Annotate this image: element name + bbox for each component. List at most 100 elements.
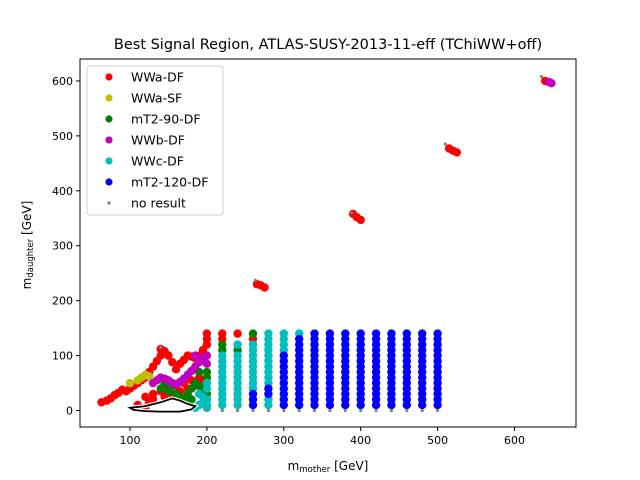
data-point	[202, 378, 212, 388]
data-point	[202, 359, 212, 368]
y-axis-label-unit: [GeV]	[20, 201, 34, 239]
legend-marker	[107, 201, 111, 205]
x-tick-label: 200	[196, 434, 217, 447]
legend: WWa-DF WWa-SF mT2-90-DF WWb-DF WWc-DF mT2-120…	[86, 65, 224, 216]
y-axis-label: mdaughter [GeV]	[20, 201, 36, 290]
y-tick-label: 200	[52, 295, 73, 308]
legend-label: mT2-120-DF	[131, 175, 208, 190]
data-point	[248, 389, 258, 399]
data-point	[295, 334, 304, 344]
data-point	[402, 329, 411, 338]
data-point	[202, 403, 212, 412]
data-point	[312, 408, 317, 413]
legend-label: WWb-DF	[131, 133, 185, 148]
data-point	[325, 329, 335, 338]
data-point	[236, 408, 240, 413]
y-axis-label-main: m	[20, 278, 34, 290]
data-point	[452, 148, 461, 157]
y-tick-label: 400	[52, 185, 73, 198]
legend-label: mT2-90-DF	[131, 112, 201, 127]
data-point	[168, 358, 177, 367]
data-point	[145, 372, 154, 381]
data-point	[233, 329, 242, 338]
y-axis-label-sub: daughter	[26, 238, 36, 277]
data-marks	[97, 75, 556, 414]
data-point	[202, 367, 212, 377]
x-axis-label: mmother [GeV]	[288, 459, 369, 475]
x-axis-label-sub: mother	[299, 465, 330, 475]
data-point	[202, 329, 212, 338]
x-tick-label: 100	[119, 434, 140, 447]
exclusion-contour	[127, 397, 198, 413]
data-point	[328, 408, 332, 413]
data-point	[282, 408, 286, 413]
legend-label: WWa-SF	[131, 91, 182, 106]
data-point	[264, 384, 273, 393]
legend-marker	[105, 136, 113, 144]
data-point	[198, 392, 208, 401]
data-point	[125, 378, 135, 388]
data-point	[205, 408, 209, 413]
legend-label: no result	[131, 196, 186, 211]
data-point	[297, 408, 301, 413]
data-point	[420, 408, 424, 413]
data-point	[433, 329, 442, 338]
data-point	[356, 215, 365, 225]
data-point	[279, 329, 288, 338]
x-tick-label: 600	[504, 434, 525, 447]
data-point	[279, 351, 288, 360]
legend-marker	[105, 157, 113, 165]
x-tick-label: 500	[427, 434, 448, 447]
data-point	[418, 329, 427, 338]
data-point	[371, 329, 381, 338]
data-point	[343, 408, 347, 413]
data-point	[148, 395, 158, 404]
y-tick-label: 100	[52, 350, 73, 363]
legend-label: WWc-DF	[131, 154, 184, 169]
data-point	[359, 408, 363, 413]
data-point	[164, 351, 173, 360]
data-point	[159, 345, 163, 349]
x-tick-label: 300	[273, 434, 294, 447]
data-point	[266, 408, 270, 413]
data-point	[341, 329, 350, 338]
series-wwb-df	[148, 77, 556, 389]
y-tick-label: 0	[66, 405, 73, 418]
data-point	[191, 351, 200, 360]
data-point	[260, 283, 269, 292]
data-point	[156, 344, 165, 354]
data-point	[356, 329, 365, 338]
data-point	[436, 408, 440, 413]
data-point	[220, 408, 224, 413]
legend-marker	[105, 178, 113, 186]
data-point	[187, 395, 196, 404]
data-point	[443, 142, 447, 146]
series-no-result	[159, 75, 544, 413]
x-tick-label: 400	[350, 434, 371, 447]
data-point	[387, 329, 396, 338]
data-point	[389, 408, 393, 413]
legend-label: WWa-DF	[131, 70, 184, 85]
data-point	[547, 79, 556, 88]
data-point	[218, 351, 227, 360]
data-point	[233, 351, 242, 360]
x-axis-label-main: m	[288, 459, 300, 473]
data-point	[310, 329, 319, 338]
axes: 100 200 300 400 500 600 0 100 200 300 400 500 600	[52, 58, 577, 447]
chart-title: Best Signal Region, ATLAS-SUSY-2013-11-e…	[114, 37, 542, 53]
data-point	[539, 75, 544, 79]
legend-marker	[105, 115, 113, 123]
x-axis-label-unit: [GeV]	[330, 459, 368, 473]
series-mt2-120-df	[248, 329, 442, 410]
data-point	[233, 340, 242, 349]
data-point	[374, 408, 378, 413]
data-point	[248, 340, 258, 349]
y-tick-label: 600	[52, 75, 73, 88]
series-wwa-sf	[125, 370, 154, 388]
y-tick-label: 500	[52, 130, 73, 143]
y-tick-label: 300	[52, 240, 73, 253]
data-point	[202, 351, 212, 360]
data-point	[405, 408, 409, 413]
plot-area	[97, 75, 556, 414]
